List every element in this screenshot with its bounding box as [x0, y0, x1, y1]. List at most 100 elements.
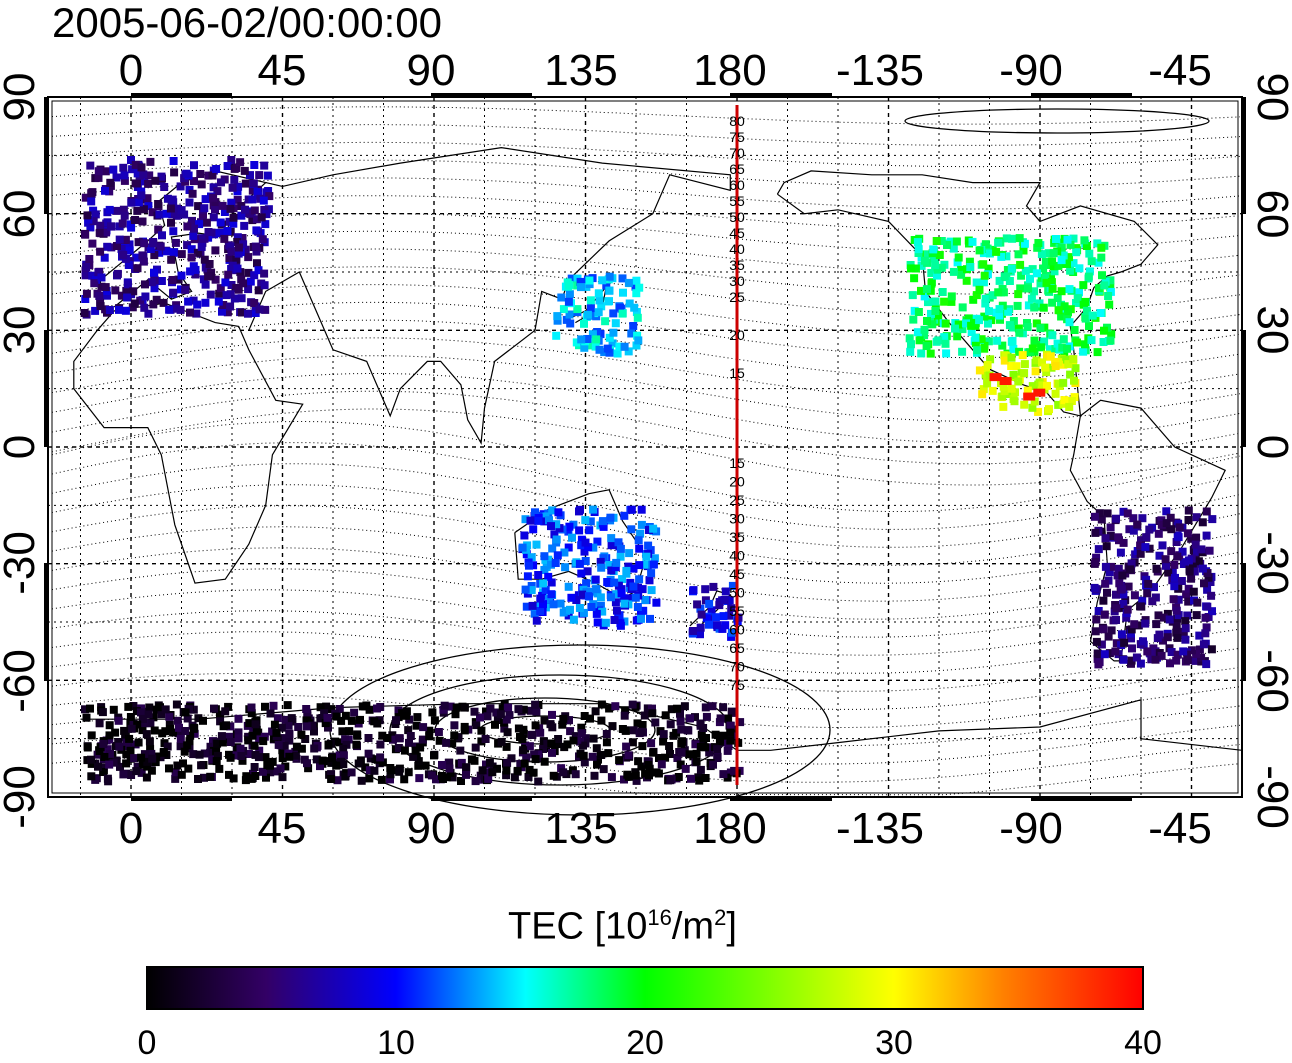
tec-cell	[132, 707, 141, 716]
tec-cell	[601, 317, 610, 326]
tec-cell	[917, 261, 926, 270]
tec-cell	[224, 702, 233, 711]
tec-cell	[514, 705, 523, 714]
tec-cell	[225, 254, 234, 262]
tec-cell	[138, 760, 147, 769]
tec-cell	[1138, 596, 1147, 605]
tec-cell	[1188, 562, 1197, 571]
tec-cell	[999, 376, 1012, 385]
tec-cell	[169, 227, 178, 236]
mag-lat-label-north: 35	[729, 257, 745, 273]
tec-cell	[105, 760, 114, 769]
tec-cell	[552, 535, 561, 544]
tec-cell	[101, 305, 110, 314]
tec-cell	[967, 328, 976, 336]
tec-cell	[596, 601, 605, 610]
tec-cell	[112, 206, 121, 215]
mag-lat-label-south: 60	[729, 622, 745, 638]
tec-cell	[1033, 243, 1042, 252]
tec-cell	[623, 770, 632, 779]
tec-cell	[1159, 613, 1168, 622]
tec-cell	[119, 205, 128, 214]
tec-cell	[635, 283, 644, 292]
tec-cell	[931, 261, 940, 270]
tec-cell	[549, 600, 558, 609]
tec-cell	[523, 541, 532, 550]
tec-cell	[1145, 544, 1154, 553]
tec-cell	[586, 517, 595, 526]
tec-cell	[940, 333, 949, 342]
tec-cell	[528, 730, 537, 739]
tec-cell	[226, 302, 235, 311]
tec-cell	[448, 773, 457, 782]
tec-cell	[621, 706, 630, 715]
tec-cell	[82, 713, 91, 722]
tec-cell	[1119, 590, 1128, 599]
tec-cell	[161, 705, 170, 714]
tec-cell	[575, 559, 584, 568]
tec-cell	[1038, 358, 1046, 367]
tec-cell	[233, 238, 242, 246]
tec-cell	[979, 278, 988, 287]
tec-cell	[709, 582, 718, 591]
tec-cell	[169, 288, 178, 297]
mag-lat-label-south: 65	[729, 640, 745, 656]
tec-cell	[318, 714, 327, 722]
tec-cell	[1026, 274, 1034, 283]
tec-cell	[129, 702, 138, 710]
tec-cell	[553, 740, 562, 749]
tec-cell	[578, 590, 587, 599]
tec-cell	[246, 171, 254, 180]
tec-cell	[144, 179, 153, 188]
tec-cell	[587, 603, 596, 611]
top-lon-label: 45	[258, 46, 307, 95]
tec-cell	[199, 275, 208, 284]
tec-cell	[378, 731, 387, 740]
tec-cell	[1060, 396, 1069, 405]
tec-cell	[596, 750, 605, 759]
tec-cell	[133, 206, 142, 215]
tec-cell	[1059, 335, 1068, 344]
tec-cell	[527, 553, 536, 562]
tec-cell	[404, 768, 413, 777]
tec-cell	[579, 741, 587, 750]
tec-cell	[85, 255, 94, 263]
tec-cell	[1190, 567, 1199, 576]
tec-cell	[693, 600, 702, 609]
tec-cell	[268, 727, 277, 736]
tec-cell	[201, 298, 210, 307]
tec-cell	[1024, 284, 1032, 293]
tec-cell	[649, 560, 658, 569]
tec-cell	[109, 705, 118, 714]
tec-cell	[99, 739, 108, 748]
tec-cell	[701, 703, 710, 712]
tec-cell	[233, 195, 242, 204]
tec-cell	[402, 707, 411, 716]
tec-cell	[121, 235, 130, 244]
tec-cell	[1092, 637, 1101, 646]
tec-cell	[696, 765, 705, 774]
tec-cell	[598, 276, 607, 285]
tec-cell	[278, 754, 287, 762]
mag-lat-label-south: 25	[729, 492, 745, 508]
tec-cell	[720, 596, 729, 604]
tec-cell	[462, 770, 470, 779]
tec-cell	[719, 612, 728, 621]
tec-cell	[547, 522, 555, 531]
right-lat-label: -60	[1248, 649, 1292, 713]
tec-cell	[260, 269, 269, 278]
tec-cell	[1184, 584, 1193, 593]
tec-cell	[1172, 622, 1181, 630]
right-lat-label: -90	[1248, 765, 1292, 829]
tec-cell	[1104, 292, 1113, 300]
mag-lat-contour	[47, 589, 1241, 656]
tec-cell	[689, 752, 698, 761]
tec-cell	[1192, 533, 1201, 542]
tec-cell	[190, 224, 198, 233]
tec-cell	[585, 526, 594, 535]
tec-cell	[633, 719, 642, 728]
tec-cell	[594, 308, 603, 317]
tec-cell	[544, 572, 553, 581]
tec-cell	[324, 740, 333, 749]
tec-cell	[1069, 355, 1078, 364]
